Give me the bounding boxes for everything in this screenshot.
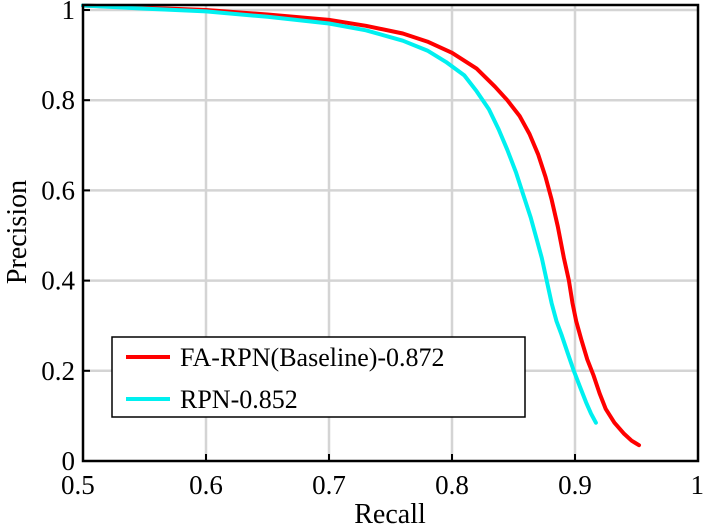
y-tick-label: 0.8 xyxy=(41,85,75,115)
x-axis-title: Recall xyxy=(354,499,426,525)
series-line-fa-rpn xyxy=(81,3,641,448)
y-tick-label: 1 xyxy=(62,0,76,25)
plot-frame xyxy=(81,3,700,463)
y-tick-label: 0.2 xyxy=(41,356,75,386)
legend-box xyxy=(111,336,526,418)
y-tick-label: 0 xyxy=(62,446,76,476)
legend: FA-RPN(Baseline)-0.872 RPN-0.852 xyxy=(111,336,526,418)
x-tick-label: 1 xyxy=(691,470,705,500)
series-line-rpn xyxy=(81,3,598,425)
x-tick-label: 0.8 xyxy=(435,470,469,500)
x-tick-label: 0.6 xyxy=(189,470,223,500)
y-tick-label: 0.6 xyxy=(41,175,75,205)
y-axis-title: Precision xyxy=(2,180,33,284)
y-tick-label: 0.4 xyxy=(41,266,75,296)
legend-label-rpn: RPN-0.852 xyxy=(180,385,298,414)
x-tick-label: 0.5 xyxy=(61,470,95,500)
tick-layer: 0.5 0.6 0.7 0.8 0.9 1 0 0.2 0.4 0.6 0.8 1 xyxy=(41,0,704,500)
x-tick-label: 0.7 xyxy=(312,470,346,500)
x-tick-label: 0.9 xyxy=(558,470,592,500)
series-layer xyxy=(81,3,641,448)
legend-label-fa-rpn: FA-RPN(Baseline)-0.872 xyxy=(180,343,445,372)
